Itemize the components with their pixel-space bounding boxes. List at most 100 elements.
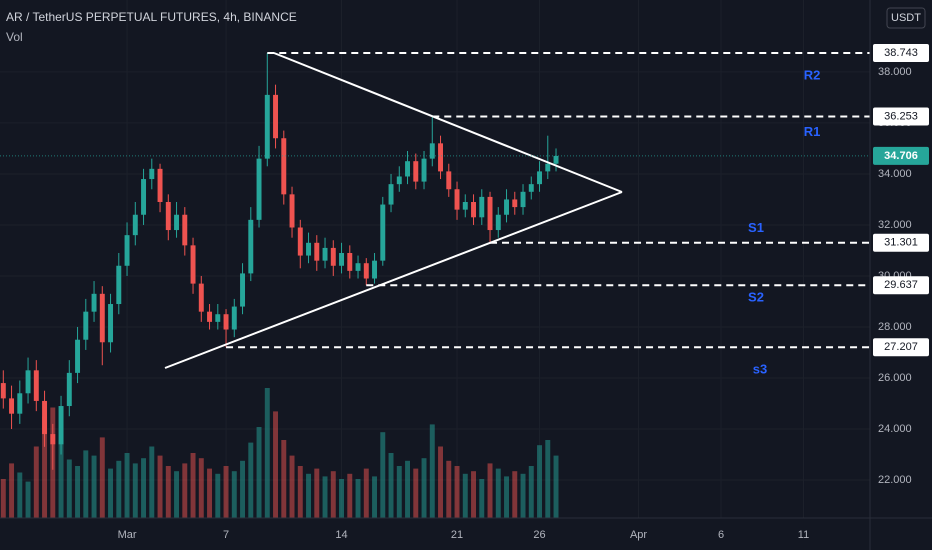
volume-bar	[462, 473, 468, 518]
level-name: S1	[748, 220, 764, 235]
candle-body	[116, 265, 122, 305]
candle-body	[297, 227, 303, 256]
volume-bar	[149, 446, 155, 518]
candle-body	[33, 370, 39, 401]
level-price-label: 31.301	[884, 237, 918, 249]
y-tick-label: 38.000	[878, 66, 912, 78]
candle-body	[528, 184, 534, 192]
level-price-label: 27.207	[884, 341, 918, 353]
candle-body	[141, 179, 147, 215]
candle-body	[396, 176, 402, 185]
volume-bar	[99, 437, 105, 518]
candle-body	[438, 143, 444, 172]
candle-body	[25, 370, 31, 394]
currency-box[interactable]	[886, 7, 926, 29]
x-tick-label: 11	[798, 529, 809, 541]
y-tick-label: 28.000	[878, 321, 912, 333]
candle-body	[0, 383, 6, 399]
volume-bar	[165, 466, 171, 518]
volume-bar	[83, 450, 89, 518]
candle-body	[9, 398, 15, 414]
chart-title: AR / TetherUS PERPETUAL FUTURES, 4h, BIN…	[6, 10, 297, 24]
candle-body	[314, 242, 320, 261]
level-name: S2	[748, 290, 764, 305]
candle-body	[99, 293, 105, 343]
y-tick-label: 32.000	[878, 219, 912, 231]
volume-bar	[339, 479, 345, 518]
candle-body	[405, 161, 411, 177]
volume-bar	[446, 460, 452, 518]
candle-body	[83, 311, 89, 340]
candle-body	[231, 306, 237, 330]
candle-body	[207, 311, 213, 322]
candle-body	[256, 158, 262, 220]
level-name: R2	[804, 67, 821, 82]
level-price-box	[873, 276, 929, 295]
volume-bar	[91, 455, 97, 518]
candle-body	[240, 273, 246, 307]
volume-bar	[314, 468, 320, 518]
candle-body	[388, 184, 394, 205]
volume-bar	[0, 479, 6, 518]
volume-bar	[421, 458, 427, 518]
volume-bar	[471, 471, 477, 518]
level-layer: R2 R1 S1 S2 s3	[0, 51, 870, 377]
candle-body	[520, 191, 526, 208]
candle-body	[198, 283, 204, 312]
x-tick-label: 26	[533, 529, 545, 541]
candle-body	[66, 372, 72, 407]
volume-bar	[58, 440, 64, 518]
x-tick-label: 7	[223, 529, 229, 541]
candle-body	[58, 406, 64, 445]
level-price-box	[873, 107, 929, 126]
volume-bar	[124, 453, 130, 518]
volume-bar	[66, 459, 72, 518]
candle-body	[132, 214, 138, 236]
volume-bar	[9, 463, 15, 518]
volume-bar	[512, 471, 518, 518]
volume-bar	[182, 463, 188, 518]
volume-bar	[215, 473, 221, 518]
volume-bar	[553, 455, 559, 518]
candle-body	[421, 158, 427, 182]
volume-bar	[174, 471, 180, 518]
candle-body	[157, 168, 163, 202]
level-price-label: 38.743	[884, 47, 918, 59]
volume-bar	[405, 460, 411, 518]
candle-body	[545, 163, 551, 172]
volume-bar	[322, 476, 328, 518]
volume-bar	[132, 463, 138, 518]
x-tick-label: 6	[718, 529, 724, 541]
candle-body	[380, 204, 386, 261]
volume-bar	[380, 432, 386, 518]
volume-bar	[281, 440, 287, 518]
volume-bar	[248, 442, 254, 518]
volume-bar	[207, 468, 213, 518]
volume-bar	[42, 416, 48, 518]
level-price-label: 36.253	[884, 110, 918, 122]
axis-layer: 22.00024.00026.00028.00030.00032.00034.0…	[118, 43, 929, 541]
candle-body	[17, 393, 23, 414]
candle-body	[372, 260, 378, 279]
candle-body	[487, 196, 493, 231]
candle-body	[413, 161, 419, 182]
volume-bar	[372, 476, 378, 518]
volume-bar	[355, 479, 361, 518]
volume-bar	[347, 473, 353, 518]
level-price-box	[873, 43, 929, 62]
level-price-label: 29.637	[884, 279, 918, 291]
currency-label[interactable]: USDT	[891, 12, 921, 24]
volume-bar	[306, 473, 312, 518]
volume-bar	[240, 460, 246, 518]
candle-body	[273, 94, 279, 139]
volume-bar	[33, 446, 39, 518]
volume-bar	[273, 411, 279, 518]
x-tick-label: 21	[451, 529, 463, 541]
volume-bar	[438, 446, 444, 518]
trend-line-upper	[273, 52, 623, 193]
candle-body	[363, 263, 369, 279]
candle-body	[471, 201, 477, 218]
level-name: R1	[804, 124, 821, 139]
y-tick-label: 34.000	[878, 168, 912, 180]
